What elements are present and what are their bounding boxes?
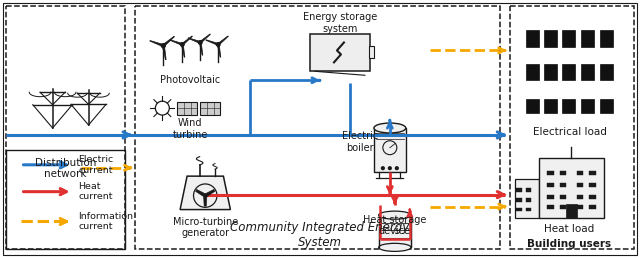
Polygon shape	[163, 45, 166, 60]
Bar	[562, 99, 575, 113]
Bar	[581, 30, 594, 47]
Bar	[526, 99, 539, 113]
Circle shape	[388, 167, 391, 170]
Bar	[589, 195, 596, 199]
Bar	[544, 30, 557, 47]
Polygon shape	[206, 40, 219, 45]
Circle shape	[396, 167, 398, 170]
Text: Heat storage
device: Heat storage device	[363, 215, 426, 236]
Bar	[310, 34, 370, 71]
Bar	[200, 102, 220, 115]
Bar	[547, 195, 554, 199]
Bar	[379, 215, 411, 247]
Bar	[516, 198, 522, 201]
Bar	[6, 150, 125, 249]
Bar	[577, 195, 583, 199]
Text: Heat
current: Heat current	[79, 182, 113, 201]
Ellipse shape	[379, 211, 411, 219]
Bar	[547, 205, 554, 209]
Text: Wind
turbine: Wind turbine	[173, 118, 208, 140]
Text: Distribution
network: Distribution network	[35, 158, 96, 180]
Bar	[560, 183, 566, 187]
Bar	[600, 64, 613, 80]
Circle shape	[381, 167, 384, 170]
Circle shape	[161, 44, 165, 48]
Circle shape	[180, 43, 184, 46]
Text: Community Integrated Energy
System: Community Integrated Energy System	[230, 221, 410, 249]
Bar	[177, 102, 197, 115]
Bar	[577, 171, 583, 175]
Text: Electric
current: Electric current	[79, 155, 114, 174]
Text: Electrical load: Electrical load	[532, 127, 606, 137]
Polygon shape	[200, 34, 211, 43]
Polygon shape	[217, 44, 221, 57]
Bar	[526, 208, 531, 211]
Text: Information
current: Information current	[79, 212, 134, 231]
Bar	[547, 183, 554, 187]
Polygon shape	[180, 176, 230, 209]
Bar	[600, 99, 613, 113]
Bar	[589, 183, 596, 187]
Bar	[369, 46, 374, 58]
Bar	[560, 205, 566, 209]
Bar	[526, 188, 531, 192]
Text: Photovoltaic: Photovoltaic	[160, 75, 220, 85]
Bar	[562, 64, 575, 80]
Bar	[516, 188, 522, 192]
Polygon shape	[150, 41, 164, 47]
Ellipse shape	[379, 243, 411, 251]
Bar	[526, 30, 539, 47]
Bar	[566, 204, 577, 217]
Circle shape	[216, 43, 220, 46]
Text: Heat load: Heat load	[545, 224, 595, 235]
Text: Micro-turbine
generator: Micro-turbine generator	[173, 216, 238, 238]
Bar	[581, 99, 594, 113]
Text: Building users: Building users	[527, 239, 611, 249]
Bar	[538, 158, 604, 217]
Polygon shape	[163, 36, 175, 46]
Polygon shape	[204, 189, 215, 197]
Polygon shape	[199, 42, 203, 55]
Text: Electric
boiler: Electric boiler	[342, 131, 378, 152]
Bar	[562, 30, 575, 47]
Bar	[577, 183, 583, 187]
Bar	[589, 171, 596, 175]
Bar	[374, 128, 406, 172]
Polygon shape	[170, 40, 182, 45]
Bar	[516, 208, 522, 211]
Bar	[600, 30, 613, 47]
Bar	[526, 198, 531, 201]
Bar	[560, 171, 566, 175]
Polygon shape	[188, 38, 200, 43]
Bar	[6, 6, 125, 249]
Polygon shape	[182, 36, 193, 45]
Bar	[515, 179, 538, 217]
Polygon shape	[218, 36, 228, 45]
Polygon shape	[204, 196, 207, 206]
Bar	[136, 6, 500, 249]
Bar	[509, 6, 634, 249]
Bar	[589, 205, 596, 209]
Bar	[560, 195, 566, 199]
Bar	[544, 99, 557, 113]
Bar	[577, 205, 583, 209]
Bar	[544, 64, 557, 80]
Bar	[547, 171, 554, 175]
Ellipse shape	[374, 123, 406, 133]
Polygon shape	[181, 44, 185, 57]
Polygon shape	[196, 189, 206, 197]
Text: Energy storage
system: Energy storage system	[303, 12, 377, 34]
Circle shape	[198, 41, 202, 44]
Bar	[581, 64, 594, 80]
Bar	[526, 64, 539, 80]
